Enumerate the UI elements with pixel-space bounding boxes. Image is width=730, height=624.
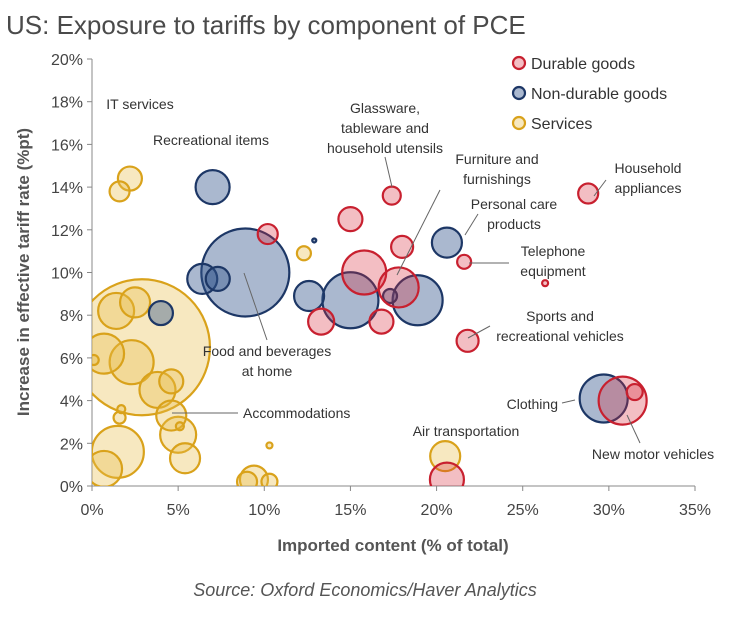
annotation-label: Sports and recreational vehicles — [496, 308, 624, 344]
bubble-services — [260, 472, 279, 486]
bubbles-layer — [92, 165, 648, 486]
bubble-durable-goods — [625, 382, 644, 402]
x-tick-label: 20% — [421, 502, 453, 519]
bubble-services — [92, 353, 100, 367]
bubble-durable-goods — [390, 234, 415, 259]
y-tick-label: 16% — [51, 137, 83, 154]
bubble-durable-goods — [541, 279, 550, 288]
annotation-label: Household appliances — [615, 160, 682, 196]
bubble-durable-goods — [381, 185, 402, 206]
annotation-label: Glassware, tableware and household utensil… — [327, 100, 443, 156]
annotation-label: Telephone equipment — [520, 243, 585, 279]
annotation-leader-line — [626, 414, 641, 444]
bubble-non-durable-goods — [430, 226, 464, 259]
y-axis-title: Increase in effective tariff rate (%pt) — [14, 128, 33, 416]
annotation-leader-line — [561, 399, 576, 404]
legend-marker — [511, 85, 527, 101]
bubble-services — [295, 245, 313, 262]
annotation-leader-line — [464, 213, 479, 236]
y-tick-label: 20% — [51, 52, 83, 69]
bubble-durable-goods — [368, 308, 395, 335]
annotation-label: Accommodations — [243, 405, 350, 421]
bubble-durable-goods — [428, 461, 466, 486]
bubble-durable-goods — [337, 206, 364, 233]
x-tick-label: 30% — [593, 502, 625, 519]
annotation-label: IT services — [106, 96, 173, 112]
x-tick-label: 25% — [507, 502, 539, 519]
y-tick-label: 18% — [51, 95, 83, 112]
bubble-services — [168, 442, 202, 475]
bubble-durable-goods — [577, 182, 600, 205]
annotations-layer: IT services Recreational items Glassware, t… — [106, 96, 714, 462]
annotation-label: Clothing — [507, 396, 558, 412]
y-tick-label: 8% — [60, 308, 83, 325]
y-tick-label: 12% — [51, 223, 83, 240]
bubble-services — [116, 404, 127, 415]
bubble-services — [108, 180, 131, 203]
y-tick-label: 4% — [60, 394, 83, 411]
bubble-non-durable-goods — [381, 287, 399, 305]
annotation-leader-line — [396, 189, 441, 276]
source-note: Source: Oxford Economics/Haver Analytics — [193, 580, 537, 600]
y-tick-label: 2% — [60, 436, 83, 453]
y-tick-label: 6% — [60, 351, 83, 368]
x-tick-label: 10% — [248, 502, 280, 519]
bubble-services — [235, 470, 259, 486]
annotation-label: Furniture and furnishings — [455, 151, 538, 187]
bubble-services — [118, 286, 152, 319]
bubble-non-durable-goods — [292, 279, 326, 313]
legend-marker — [511, 115, 527, 131]
annotation-label: New motor vehicles — [592, 446, 714, 462]
y-tick-label: 10% — [51, 266, 83, 283]
y-tick-label: 0% — [60, 479, 83, 496]
bubble-services — [92, 332, 126, 375]
x-tick-label: 35% — [679, 502, 711, 519]
bubble-durable-goods — [456, 253, 473, 270]
annotation-leader-line — [467, 325, 491, 339]
bubble-services — [265, 441, 274, 450]
bubble-services — [92, 449, 124, 486]
bubble-services — [92, 424, 145, 479]
bubble-durable-goods — [597, 375, 648, 426]
bubble-services — [97, 291, 136, 331]
bubble-non-durable-goods — [204, 265, 231, 293]
annotation-label: Air transportation — [413, 423, 520, 439]
annotation-label: Food and beverages at home — [203, 343, 331, 379]
bubble-non-durable-goods — [311, 237, 318, 244]
y-tick-label: 14% — [51, 180, 83, 197]
bubble-durable-goods — [377, 266, 420, 309]
annotation-leader-line — [243, 272, 268, 341]
x-tick-label: 5% — [167, 502, 190, 519]
annotation-label: Recreational items — [153, 132, 269, 148]
bubble-durable-goods — [455, 328, 480, 353]
annotation-label: Personal care products — [471, 196, 558, 232]
bubble-services — [108, 339, 155, 386]
bubble-services — [174, 421, 185, 432]
axes-layer: 0% 2% 4% 6% 8% 10% 12% 14% 16% 18% 20% 0% 5% 10% 15% 20… — [51, 52, 711, 519]
legend-marker — [511, 55, 527, 71]
bubble-durable-goods — [256, 222, 279, 246]
bubble-services — [158, 368, 185, 395]
legend-entry: Non-durable goods — [531, 86, 667, 103]
bubble-non-durable-goods — [391, 274, 444, 327]
annotation-leader-line — [384, 156, 393, 188]
bubble-non-durable-goods — [147, 299, 175, 327]
bubble-non-durable-goods — [200, 227, 291, 318]
x-tick-label: 0% — [80, 502, 103, 519]
x-tick-label: 15% — [334, 502, 366, 519]
legend-layer: Durable goods Non-durable goods Services — [511, 55, 667, 133]
bubble-durable-goods — [307, 307, 336, 336]
legend-entry: Durable goods — [531, 56, 635, 73]
x-axis-title: Imported content (% of total) — [277, 536, 508, 555]
chart-title: US: Exposure to tariffs by component of … — [6, 10, 526, 40]
bubble-non-durable-goods — [194, 169, 231, 206]
annotation-leader-line — [593, 179, 607, 197]
legend-entry: Services — [531, 116, 592, 133]
bubble-non-durable-goods — [578, 373, 629, 424]
